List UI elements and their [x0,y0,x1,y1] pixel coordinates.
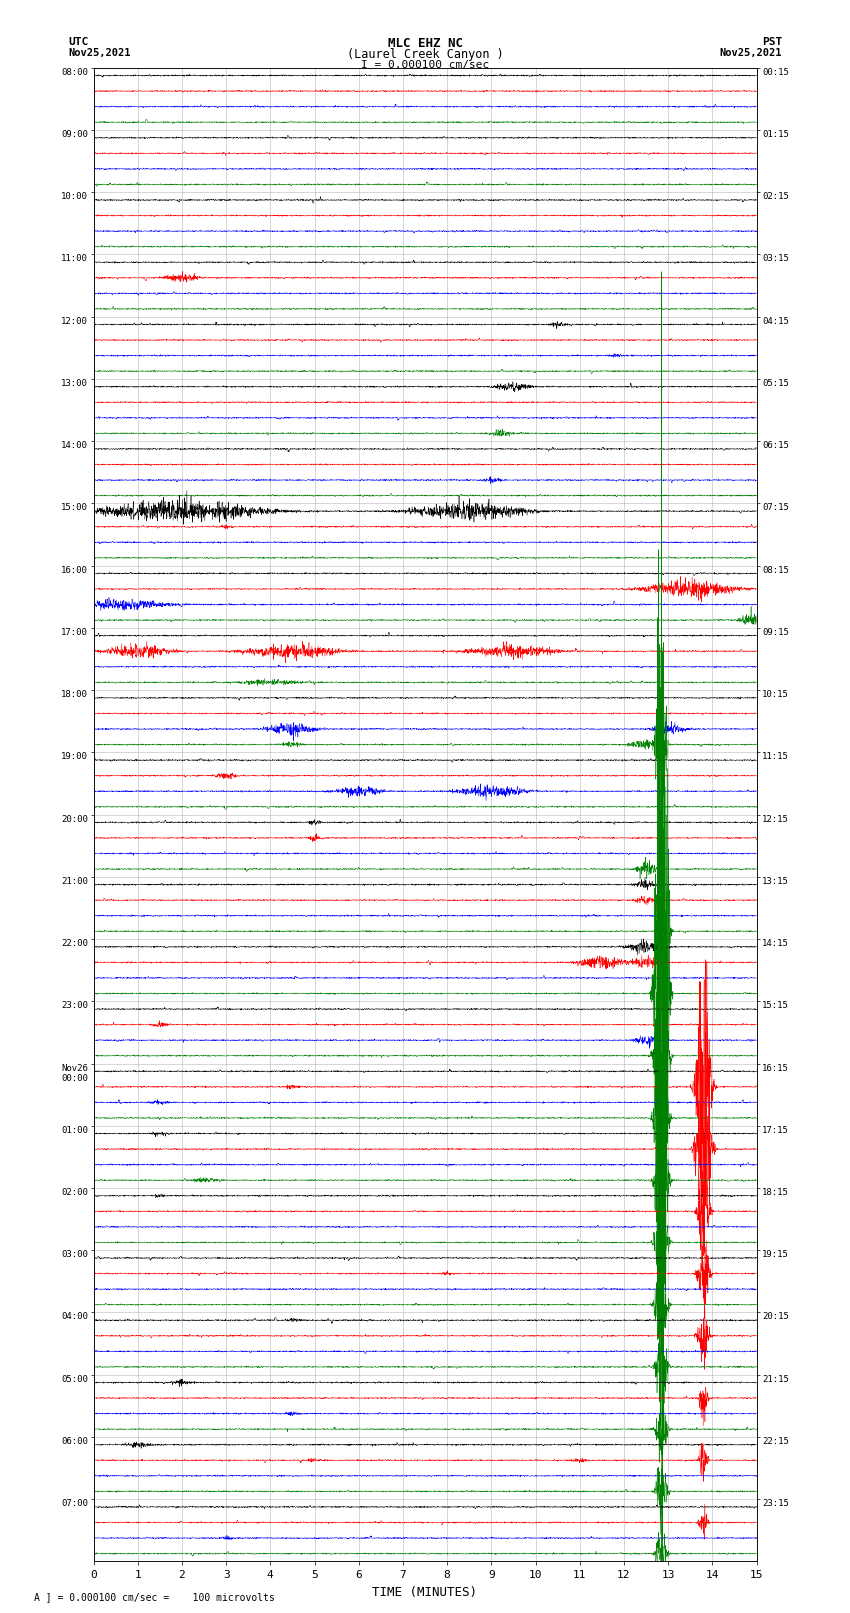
Text: I = 0.000100 cm/sec: I = 0.000100 cm/sec [361,60,489,69]
Text: UTC: UTC [68,37,88,47]
Text: Nov25,2021: Nov25,2021 [719,48,782,58]
Text: A ] = 0.000100 cm/sec =    100 microvolts: A ] = 0.000100 cm/sec = 100 microvolts [34,1592,275,1602]
Text: MLC EHZ NC: MLC EHZ NC [388,37,462,50]
Text: Nov25,2021: Nov25,2021 [68,48,131,58]
Text: PST: PST [762,37,782,47]
Text: (Laurel Creek Canyon ): (Laurel Creek Canyon ) [347,48,503,61]
X-axis label: TIME (MINUTES): TIME (MINUTES) [372,1586,478,1598]
